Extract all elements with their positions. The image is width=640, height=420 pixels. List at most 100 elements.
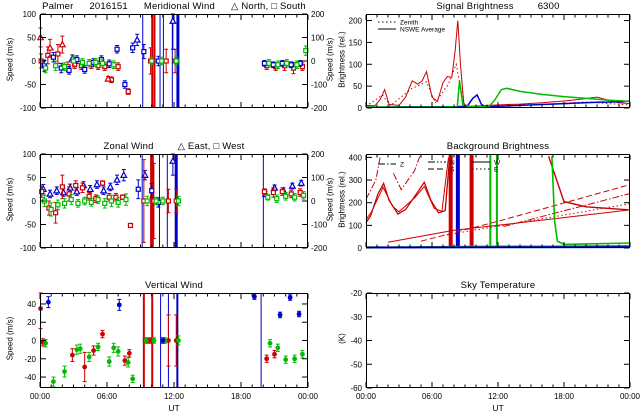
legend-label: S <box>450 167 455 174</box>
west-green <box>160 198 166 204</box>
y2-tick-label: 200 <box>311 10 325 19</box>
green-vertical <box>51 379 56 385</box>
green-vertical <box>130 376 136 382</box>
y2-tick-label: 100 <box>311 34 325 43</box>
y2-tick-label: 0 <box>311 57 316 66</box>
green-vertical <box>283 357 289 363</box>
y-tick-label: -50 <box>24 81 36 90</box>
zonal-marker-note: △ East, □ West <box>177 141 245 152</box>
north-red <box>46 43 54 51</box>
south-green <box>275 62 281 68</box>
south-green <box>294 62 300 68</box>
red-vertical <box>126 350 132 356</box>
green-vertical <box>176 338 181 343</box>
west-green <box>300 192 307 198</box>
legend-label: Zenith <box>400 20 418 27</box>
date-label: 2016151 <box>89 1 128 12</box>
green-vertical <box>106 359 112 364</box>
blue-vertical <box>116 302 122 308</box>
east-blue <box>99 186 108 194</box>
meridional-y2label: Speed (m/s) <box>325 37 335 82</box>
south-blue <box>106 61 112 67</box>
west-green <box>88 199 94 206</box>
green-vertical <box>151 338 157 343</box>
y2-tick-label: -200 <box>311 244 328 253</box>
y-tick-label: -50 <box>24 221 36 230</box>
plot-frame <box>40 293 308 388</box>
meridional-marker-note: △ North, □ South <box>230 1 306 12</box>
x-tick-label: 18:00 <box>231 392 252 401</box>
background-ylabel: Brightness (rel.) <box>337 171 347 228</box>
west-green <box>283 193 289 199</box>
x-tick-label: 00:00 <box>620 392 640 401</box>
green-vertical <box>86 354 92 360</box>
south-green <box>86 60 92 66</box>
west-green <box>265 194 271 200</box>
south-blue <box>130 45 136 51</box>
meridional-ylabel: Speed (m/s) <box>5 37 15 82</box>
sky-title: Sky Temperature <box>460 280 536 291</box>
south-blue <box>50 54 56 60</box>
y-tick-label: 40 <box>27 300 36 309</box>
y-tick-label: 200 <box>349 17 363 26</box>
east-blue <box>141 170 149 178</box>
x-tick-label: 12:00 <box>488 392 509 401</box>
green-vertical <box>292 356 297 362</box>
red-vertical <box>264 356 270 362</box>
x-tick-label: 06:00 <box>422 392 443 401</box>
east-blue <box>119 170 128 178</box>
y2-tick-label: -100 <box>311 221 328 230</box>
y-tick-label: 50 <box>27 174 36 183</box>
west-green <box>75 200 81 206</box>
west-red <box>127 222 134 229</box>
north-red <box>104 74 112 82</box>
plot-frame <box>40 14 308 108</box>
meridional-wind-plot: -100 -50 0 50 100 -200 -100 0 100 200 <box>20 10 328 113</box>
sky-title-row: Sky Temperature <box>366 280 630 291</box>
west-green <box>144 198 150 204</box>
west-red <box>73 182 79 189</box>
east-blue <box>73 187 81 195</box>
y-tick-label: -20 <box>24 355 36 364</box>
plot-frame <box>40 154 308 248</box>
plot-frame <box>366 154 630 248</box>
east-blue <box>169 156 177 164</box>
legend-label: Z <box>400 162 404 169</box>
north-red <box>58 40 67 48</box>
y-tick-label: -100 <box>20 104 37 113</box>
meridional-title: Meridional Wind <box>143 1 215 12</box>
green-vertical <box>143 338 149 343</box>
y-tick-label: 150 <box>349 38 363 47</box>
y-tick-label: 100 <box>349 221 363 230</box>
vertical-ylabel: Speed (m/s) <box>5 316 15 361</box>
south-green <box>70 58 77 64</box>
background-brightness-plot: 0 100 200 300 400 Z NS WE <box>349 153 631 253</box>
west-green <box>48 206 54 213</box>
red-ramp-solid <box>387 209 631 243</box>
y-tick-label: -50 <box>350 360 362 369</box>
north-blue <box>169 16 177 24</box>
south-green <box>93 59 99 66</box>
blue-vertical <box>252 294 257 300</box>
y-tick-label: 50 <box>27 34 36 43</box>
zonal-title: Zonal Wind <box>103 141 154 152</box>
west-red <box>66 191 72 197</box>
green-vertical <box>125 360 131 365</box>
blue-vertical <box>160 338 166 343</box>
vertical-xlabel: UT <box>168 403 180 413</box>
green-nswe-average <box>366 80 631 108</box>
y-tick-label: -30 <box>350 313 362 322</box>
west-red <box>39 188 45 195</box>
signal-ylabel: Brightness (rel.) <box>337 31 347 88</box>
y-tick-label: 50 <box>353 82 362 91</box>
east-blue <box>113 175 121 183</box>
sky-temperature-plot: 00:00 06:00 12:00 18:00 00:00-60-50-40-30-20 <box>350 289 640 401</box>
west-green <box>123 196 129 203</box>
legend-label: W <box>494 160 501 167</box>
zonal-title-row: Zonal Wind △ East, □ West <box>40 141 308 152</box>
west-green <box>102 200 108 206</box>
west-red <box>86 193 92 199</box>
south-blue <box>141 48 147 55</box>
vertical-title-row: Vertical Wind <box>40 280 308 291</box>
